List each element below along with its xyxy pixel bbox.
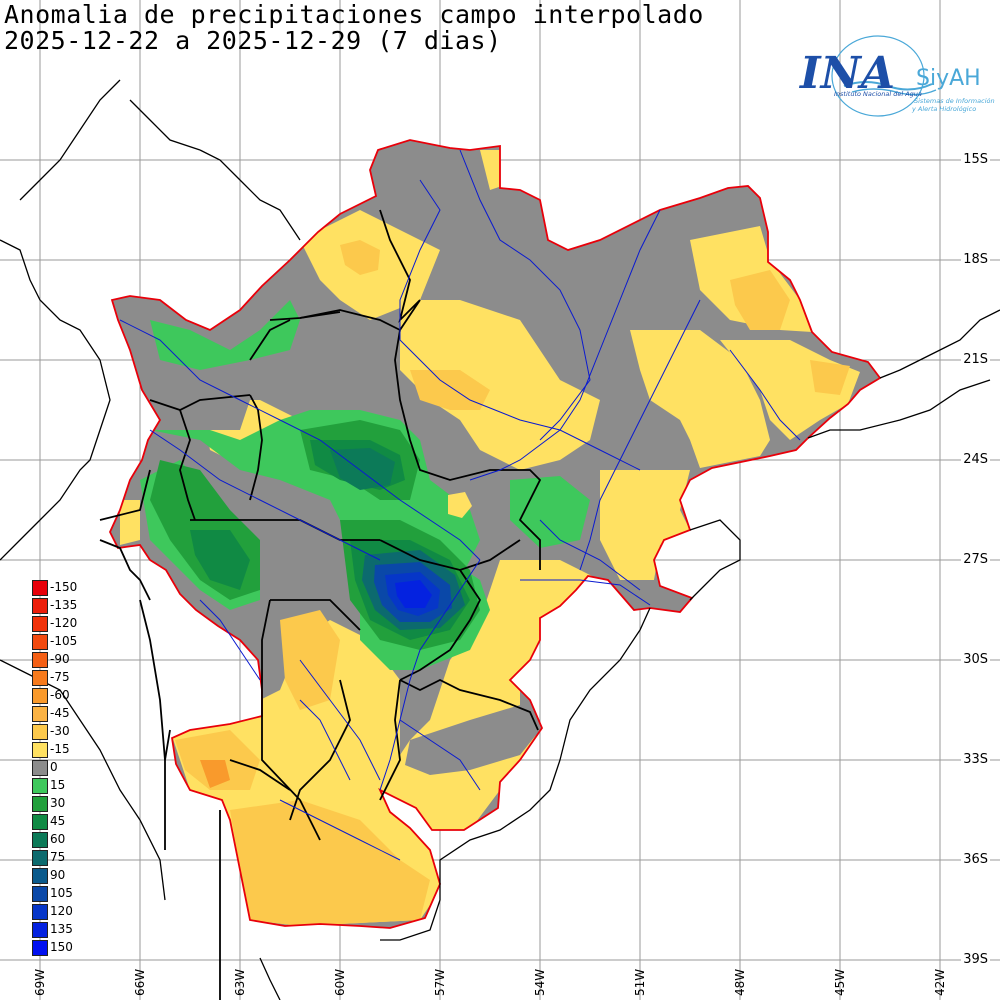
legend-entry: -90 — [32, 652, 92, 668]
country-borders — [99, 209, 542, 1000]
legend-entry: -135 — [32, 598, 92, 614]
legend-entry: 75 — [32, 850, 92, 866]
legend-entry: -30 — [32, 724, 92, 740]
legend-swatch — [32, 706, 48, 722]
legend-entry: -15 — [32, 742, 92, 758]
legend-entry: 30 — [32, 796, 92, 812]
legend-swatch — [32, 904, 48, 920]
legend-swatch — [32, 868, 48, 884]
legend-entry: 105 — [32, 886, 92, 902]
legend-entry: 120 — [32, 904, 92, 920]
longitude-label: 69W — [33, 968, 47, 996]
legend-label: 90 — [50, 868, 66, 882]
latitude-label: 30S — [961, 652, 990, 667]
logo-graphic: INA SiyAH Instituto Nacional del Agua Si… — [798, 35, 995, 117]
latitude-label: 39S — [961, 952, 990, 967]
latitude-label: 24S — [961, 452, 990, 467]
logo-wordmark: INA — [798, 48, 895, 99]
legend-entry: -150 — [32, 580, 92, 596]
legend-entry: 90 — [32, 868, 92, 884]
legend-label: 0 — [50, 760, 58, 774]
legend-swatch — [32, 940, 48, 956]
legend-swatch — [32, 778, 48, 794]
coastline — [0, 79, 1000, 1000]
legend-label: -45 — [50, 706, 70, 720]
longitude-label: 51W — [633, 968, 647, 996]
map-date-range: 2025-12-22 a 2025-12-29 (7 dias) — [4, 26, 502, 55]
latitude-label: 21S — [961, 352, 990, 367]
latitude-label: 36S — [961, 852, 990, 867]
legend-swatch — [32, 652, 48, 668]
legend-label: 150 — [50, 940, 73, 954]
rivers — [119, 149, 801, 861]
legend-swatch — [32, 688, 48, 704]
logo-system-line2: y Alerta Hidrológico — [911, 105, 976, 113]
legend-label: -75 — [50, 670, 70, 684]
legend-label: 30 — [50, 796, 66, 810]
latitude-label: 27S — [961, 552, 990, 567]
legend-swatch — [32, 760, 48, 776]
basin-outline — [109, 139, 882, 929]
legend-swatch — [32, 850, 48, 866]
legend-entry: -105 — [32, 634, 92, 650]
legend-swatch — [32, 598, 48, 614]
logo-system-line1: Sistemas de Información — [914, 97, 995, 105]
legend-label: -15 — [50, 742, 70, 756]
legend-label: -90 — [50, 652, 70, 666]
longitude-label: 66W — [133, 968, 147, 996]
longitude-label: 45W — [833, 968, 847, 996]
legend-swatch — [32, 580, 48, 596]
longitude-label: 42W — [933, 968, 947, 996]
map-title: Anomalia de precipitaciones campo interp… — [4, 0, 704, 29]
logo-institute: Instituto Nacional del Agua — [834, 90, 922, 98]
legend-entry: 15 — [32, 778, 92, 794]
legend-swatch — [32, 922, 48, 938]
longitude-label: 48W — [733, 968, 747, 996]
latitude-label: 18S — [961, 252, 990, 267]
legend-swatch — [32, 616, 48, 632]
logo-siyah: SiyAH — [916, 66, 981, 91]
legend-label: 105 — [50, 886, 73, 900]
legend-label: 45 — [50, 814, 66, 828]
legend-entry: 135 — [32, 922, 92, 938]
legend-label: 135 — [50, 922, 73, 936]
legend-entry: -75 — [32, 670, 92, 686]
legend-swatch — [32, 634, 48, 650]
legend-entry: 150 — [32, 940, 92, 956]
latitude-label: 33S — [961, 752, 990, 767]
ina-siyah-logo: INA SiyAH Instituto Nacional del Agua Si… — [796, 30, 996, 130]
legend-entry: 60 — [32, 832, 92, 848]
legend-swatch — [32, 832, 48, 848]
legend-label: -105 — [50, 634, 78, 648]
legend-swatch — [32, 670, 48, 686]
longitude-label: 57W — [433, 968, 447, 996]
legend-entry: 0 — [32, 760, 92, 776]
legend-label: -135 — [50, 598, 78, 612]
legend-label: 120 — [50, 904, 73, 918]
legend-label: -120 — [50, 616, 78, 630]
legend-entry: -120 — [32, 616, 92, 632]
legend-label: 15 — [50, 778, 66, 792]
legend-entry: -45 — [32, 706, 92, 722]
legend-label: -30 — [50, 724, 70, 738]
legend-entry: -60 — [32, 688, 92, 704]
longitude-label: 54W — [533, 968, 547, 996]
legend-label: -150 — [50, 580, 78, 594]
legend-swatch — [32, 796, 48, 812]
legend-label: -60 — [50, 688, 70, 702]
legend-swatch — [32, 742, 48, 758]
legend-swatch — [32, 814, 48, 830]
legend-swatch — [32, 724, 48, 740]
legend-label: 60 — [50, 832, 66, 846]
latitude-label: 15S — [961, 152, 990, 167]
legend-entry: 45 — [32, 814, 92, 830]
legend-label: 75 — [50, 850, 66, 864]
legend-swatch — [32, 886, 48, 902]
longitude-label: 60W — [333, 968, 347, 996]
longitude-label: 63W — [233, 968, 247, 996]
